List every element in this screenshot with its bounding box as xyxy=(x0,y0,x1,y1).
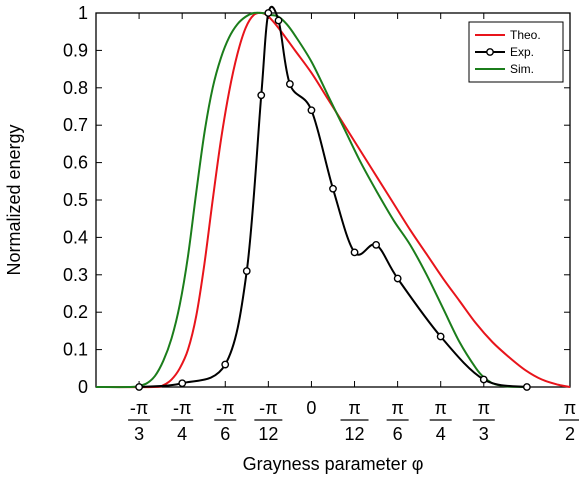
data-point-exp xyxy=(329,184,337,193)
x-axis-ticks: -π 3 -π 4 -π 6 -π 12 0 π 12 π 6 π 4 π 3 π 2 xyxy=(128,13,579,444)
data-point-exp xyxy=(372,240,381,249)
series-line-theo xyxy=(95,11,571,389)
data-point-exp xyxy=(522,383,531,391)
data-point-exp xyxy=(393,274,402,283)
data-point-exp xyxy=(350,248,359,257)
data-point-exp xyxy=(285,80,294,88)
data-point-exp xyxy=(135,383,144,391)
x-tick-denominator: 6 xyxy=(393,424,403,444)
x-tick-numerator: π xyxy=(564,398,576,418)
x-tick-numerator: -π xyxy=(216,398,234,418)
series-layer xyxy=(95,5,571,391)
x-tick-numerator: -π xyxy=(130,398,148,418)
legend-label-theo: Theo. xyxy=(510,28,541,42)
x-tick-denominator: 12 xyxy=(345,424,365,444)
data-point-exp xyxy=(307,106,316,115)
y-tick-label: 0 xyxy=(78,377,88,397)
x-tick-numerator: -π xyxy=(259,398,277,418)
y-tick-label: 0.8 xyxy=(63,78,88,98)
x-tick-denominator: 3 xyxy=(134,424,144,444)
data-point-exp xyxy=(257,91,266,100)
x-tick-denominator: 6 xyxy=(220,424,230,444)
x-tick-numerator: π xyxy=(434,398,446,418)
x-tick-numerator: π xyxy=(348,398,360,418)
y-tick-label: 0.1 xyxy=(63,340,88,360)
y-tick-label: 0.7 xyxy=(63,115,88,135)
data-point-exp xyxy=(436,332,445,341)
legend-marker-exp xyxy=(486,48,494,56)
x-tick-denominator: 4 xyxy=(177,424,187,444)
data-point-exp xyxy=(221,360,230,369)
legend-label-exp: Exp. xyxy=(510,45,534,59)
data-point-exp xyxy=(274,16,283,25)
y-tick-label: 1 xyxy=(78,3,88,23)
y-axis-ticks: 0 0.1 0.2 0.3 0.4 0.5 0.6 0.7 0.8 0.9 1 xyxy=(63,3,570,397)
y-axis-label: Normalized energy xyxy=(4,124,24,275)
x-tick-numerator: π xyxy=(478,398,490,418)
y-tick-label: 0.5 xyxy=(63,190,88,210)
data-point-exp xyxy=(178,379,187,388)
x-tick-label: 0 xyxy=(306,398,316,418)
y-tick-label: 0.9 xyxy=(63,40,88,60)
y-tick-label: 0.4 xyxy=(63,227,88,247)
x-tick-numerator: -π xyxy=(173,398,191,418)
data-point-exp xyxy=(264,9,273,17)
legend-label-sim: Sim. xyxy=(510,62,534,76)
x-tick-denominator: 2 xyxy=(565,424,575,444)
y-tick-label: 0.3 xyxy=(63,265,88,285)
series-line-sim xyxy=(95,11,526,389)
x-axis-label: Grayness parameter φ xyxy=(243,454,424,474)
x-tick-denominator: 3 xyxy=(479,424,489,444)
x-tick-denominator: 4 xyxy=(436,424,446,444)
legend: Theo. Exp. Sim. xyxy=(468,21,564,83)
y-tick-label: 0.2 xyxy=(63,302,88,322)
x-tick-denominator: 12 xyxy=(258,424,278,444)
data-point-exp xyxy=(479,375,488,384)
data-point-exp xyxy=(242,267,251,275)
x-tick-numerator: π xyxy=(391,398,403,418)
y-tick-label: 0.6 xyxy=(63,153,88,173)
